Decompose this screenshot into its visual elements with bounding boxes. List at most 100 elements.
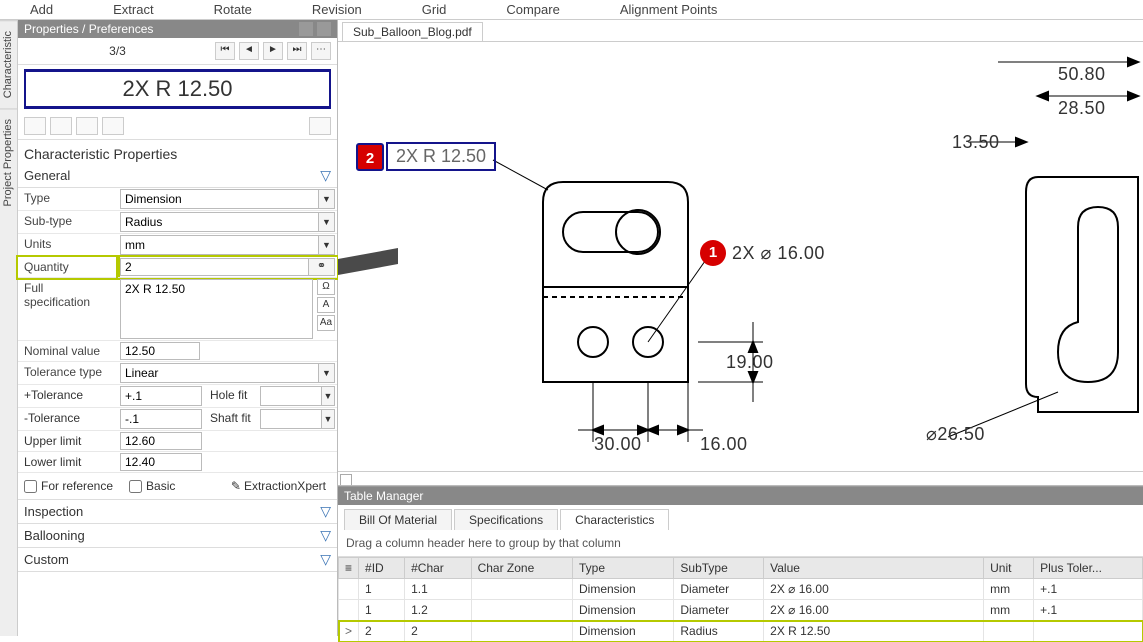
menubar: Add Extract Rotate Revision Grid Compare… bbox=[0, 0, 1143, 20]
toltype-field[interactable] bbox=[120, 363, 319, 383]
col-zone[interactable]: Char Zone bbox=[471, 558, 572, 579]
chevron-down-icon: ▽ bbox=[320, 527, 331, 544]
type-label: Type bbox=[18, 188, 118, 211]
shaftfit-label: Shaft fit bbox=[204, 408, 258, 431]
subtype-field[interactable] bbox=[120, 212, 319, 232]
extractionxpert-button[interactable]: ✎ ExtractionXpert bbox=[226, 477, 331, 495]
nominal-label: Nominal value bbox=[18, 341, 118, 362]
table-row[interactable]: 11.2DimensionDiameter2X ⌀ 16.00mm+.1 bbox=[339, 600, 1143, 621]
pin-icon[interactable] bbox=[299, 22, 313, 36]
omega-icon[interactable]: Ω bbox=[317, 279, 335, 295]
horizontal-scrollbar[interactable] bbox=[338, 471, 1143, 485]
col-unit[interactable]: Unit bbox=[984, 558, 1034, 579]
callout-2-bubble: 2 bbox=[356, 143, 384, 171]
col-char[interactable]: #Char bbox=[405, 558, 471, 579]
basic-checkbox[interactable]: Basic bbox=[129, 479, 175, 493]
holefit-label: Hole fit bbox=[204, 385, 258, 408]
minustol-label: -Tolerance bbox=[18, 408, 118, 431]
nav-first-button[interactable]: ⏮ bbox=[215, 42, 235, 60]
callout-2-text: 2X R 12.50 bbox=[386, 142, 496, 171]
quantity-button[interactable]: ⚭ bbox=[309, 258, 335, 276]
document-tab[interactable]: Sub_Balloon_Blog.pdf bbox=[342, 22, 483, 41]
callout-1[interactable]: 1 2X ⌀ 16.00 bbox=[700, 240, 825, 266]
col-value[interactable]: Value bbox=[764, 558, 984, 579]
shaftfit-dropdown-icon[interactable]: ▼ bbox=[322, 409, 335, 429]
type-dropdown-icon[interactable]: ▼ bbox=[319, 189, 335, 209]
toltype-dropdown-icon[interactable]: ▼ bbox=[319, 363, 335, 383]
chevron-down-icon: ▽ bbox=[320, 503, 331, 520]
sidebar-title-text: Properties / Preferences bbox=[24, 22, 153, 36]
callout-1-text: 2X ⌀ 16.00 bbox=[732, 243, 825, 264]
shaftfit-field[interactable] bbox=[260, 409, 322, 429]
lower-field[interactable] bbox=[120, 453, 202, 471]
aa-icon[interactable]: Aa bbox=[317, 315, 335, 331]
group-by-hint: Drag a column header here to group by th… bbox=[338, 530, 1143, 557]
units-label: Units bbox=[18, 234, 118, 257]
section-inspection[interactable]: Inspection ▽ bbox=[18, 500, 337, 524]
table-row[interactable]: >22DimensionRadius2X R 12.50 bbox=[339, 621, 1143, 642]
vtab-characteristic[interactable]: Characteristic bbox=[0, 20, 17, 108]
minustol-field[interactable] bbox=[120, 409, 202, 429]
dim-13-50: 13.50 bbox=[952, 132, 1000, 153]
upper-field[interactable] bbox=[120, 432, 202, 450]
fullspec-field[interactable]: 2X R 12.50 bbox=[120, 279, 313, 339]
menu-compare[interactable]: Compare bbox=[476, 0, 589, 19]
tab-bill-of-material[interactable]: Bill Of Material bbox=[344, 509, 452, 530]
quantity-field[interactable] bbox=[120, 258, 309, 276]
table-row[interactable]: 11.1DimensionDiameter2X ⌀ 16.00mm+.1 bbox=[339, 579, 1143, 600]
type-field[interactable] bbox=[120, 189, 319, 209]
sidebar-toolbar bbox=[18, 113, 337, 140]
nav-prev-button[interactable]: ◄ bbox=[239, 42, 259, 60]
nominal-field[interactable] bbox=[120, 342, 200, 360]
dim-diam-26-50: ⌀26.50 bbox=[926, 424, 985, 445]
units-field[interactable] bbox=[120, 235, 319, 255]
tab-specifications[interactable]: Specifications bbox=[454, 509, 558, 530]
section-ballooning[interactable]: Ballooning ▽ bbox=[18, 524, 337, 548]
nav-next-button[interactable]: ► bbox=[263, 42, 283, 60]
dim-30-00: 30.00 bbox=[594, 434, 642, 455]
menu-alignment-points[interactable]: Alignment Points bbox=[590, 0, 748, 19]
subtype-dropdown-icon[interactable]: ▼ bbox=[319, 212, 335, 232]
tool-icon-2[interactable] bbox=[50, 117, 72, 135]
col-handle[interactable]: ≡ bbox=[339, 558, 359, 579]
menu-rotate[interactable]: Rotate bbox=[184, 0, 282, 19]
section-general[interactable]: General ▽ bbox=[18, 164, 337, 188]
dim-50-80: 50.80 bbox=[1058, 64, 1106, 85]
tool-icon-3[interactable] bbox=[76, 117, 98, 135]
big-callout-text: 2X R 12.50 bbox=[26, 72, 329, 106]
tool-icon-1[interactable] bbox=[24, 117, 46, 135]
tool-icon-right[interactable] bbox=[309, 117, 331, 135]
drawing-canvas[interactable]: 2 2X R 12.50 1 2X ⌀ 16.00 19.00 30.00 16… bbox=[338, 42, 1143, 486]
units-dropdown-icon[interactable]: ▼ bbox=[319, 235, 335, 255]
callout-2[interactable]: 2 2X R 12.50 bbox=[356, 142, 496, 171]
holefit-dropdown-icon[interactable]: ▼ bbox=[322, 386, 335, 406]
col-plustol[interactable]: Plus Toler... bbox=[1034, 558, 1143, 579]
chevron-down-icon: ▽ bbox=[320, 167, 331, 184]
col-type[interactable]: Type bbox=[572, 558, 673, 579]
nav-last-button[interactable]: ⏭ bbox=[287, 42, 307, 60]
table-manager: Table Manager Bill Of Material Specifica… bbox=[338, 486, 1143, 636]
upper-label: Upper limit bbox=[18, 431, 118, 452]
for-reference-checkbox[interactable]: For reference bbox=[24, 479, 113, 493]
section-custom[interactable]: Custom ▽ bbox=[18, 548, 337, 572]
menu-add[interactable]: Add bbox=[0, 0, 83, 19]
plustol-label: +Tolerance bbox=[18, 385, 118, 408]
menu-extract[interactable]: Extract bbox=[83, 0, 183, 19]
holefit-field[interactable] bbox=[260, 386, 322, 406]
plustol-field[interactable] bbox=[120, 386, 202, 406]
menu-revision[interactable]: Revision bbox=[282, 0, 392, 19]
col-id[interactable]: #ID bbox=[359, 558, 405, 579]
col-subtype[interactable]: SubType bbox=[674, 558, 764, 579]
nav-extra-button[interactable]: ⋯ bbox=[311, 42, 331, 60]
close-icon[interactable] bbox=[317, 22, 331, 36]
menu-grid[interactable]: Grid bbox=[392, 0, 477, 19]
big-callout: 2X R 12.50 bbox=[24, 69, 331, 109]
tool-icon-4[interactable] bbox=[102, 117, 124, 135]
page-nav: 3/3 ⏮ ◄ ► ⏭ ⋯ bbox=[18, 38, 337, 65]
callout-1-bubble: 1 bbox=[700, 240, 726, 266]
vtab-project-properties[interactable]: Project Properties bbox=[0, 108, 17, 216]
tab-characteristics[interactable]: Characteristics bbox=[560, 509, 669, 530]
dim-28-50: 28.50 bbox=[1058, 98, 1106, 119]
toltype-label: Tolerance type bbox=[18, 362, 118, 385]
bold-a-icon[interactable]: A bbox=[317, 297, 335, 313]
